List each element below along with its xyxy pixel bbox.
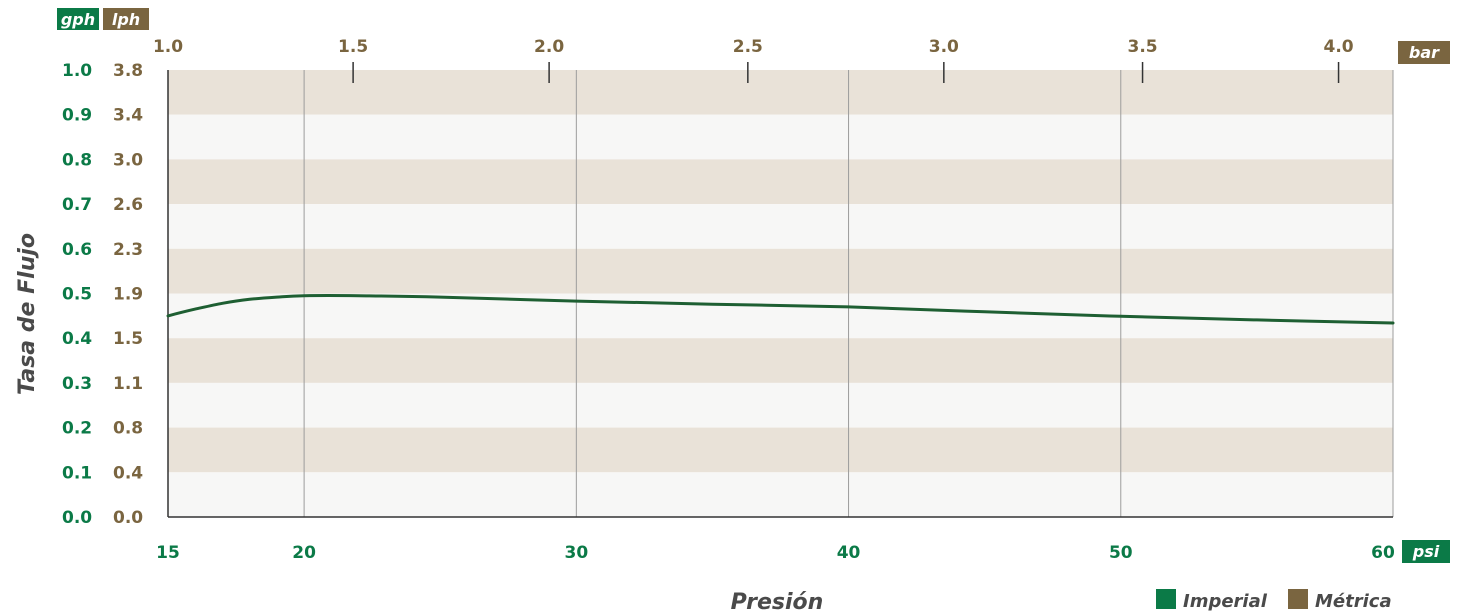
y-axis-gph-label: 0.8	[62, 150, 92, 170]
y-axis-gph-label: 0.1	[62, 463, 92, 483]
y-axis-gph-label: 1.0	[62, 61, 92, 81]
top-axis-tick-label: 4.0	[1323, 37, 1353, 57]
legend-metric-label: Métrica	[1315, 591, 1392, 612]
y-axis-lph-label: 2.6	[113, 195, 143, 215]
bottom-axis-tick-label: 15	[156, 543, 180, 563]
background-band	[168, 427, 1393, 473]
top-axis-ticks	[352, 62, 1340, 83]
y-axis-gph-label: 0.5	[62, 285, 92, 305]
y-axis-gph-label: 0.2	[62, 419, 92, 439]
top-axis-tick-label: 1.0	[153, 37, 183, 57]
y-axis-gph-label: 0.6	[62, 240, 92, 260]
bottom-axis-tick-label: 40	[837, 543, 861, 563]
lph-unit-badge	[103, 8, 149, 30]
y-axis-title: Tasa de Flujo	[15, 233, 40, 395]
y-axis-lph-label: 2.3	[113, 240, 143, 260]
psi-unit-badge	[1402, 540, 1450, 563]
bottom-axis-tick-label: 50	[1109, 543, 1133, 563]
y-axis-lph-label: 3.0	[113, 150, 143, 170]
gph-unit-label: gph	[61, 10, 95, 29]
bottom-axis-tick-label: 60	[1371, 543, 1395, 563]
bottom-axis-tick-label: 20	[292, 543, 316, 563]
flow-rate-line	[166, 294, 1395, 325]
y-axis-labels: 0.0 0.0 0.1 0.4 0.2 0.8 0.3 1.1 0.4 1.5 0.5 1.9 0.6 2…	[62, 61, 143, 528]
top-axis-tick-label: 2.5	[733, 37, 763, 57]
y-axis-lph-label: 3.4	[113, 106, 143, 126]
background-band	[168, 382, 1393, 428]
top-axis-tick-label: 2.0	[534, 37, 564, 57]
y-axis-lph-label: 0.4	[113, 463, 143, 483]
background-band	[168, 248, 1393, 294]
legend-imperial-swatch	[1156, 589, 1176, 609]
background-band	[168, 159, 1393, 205]
bottom-axis-tick-label: 30	[564, 543, 588, 563]
y-axis-lph-label: 1.9	[113, 285, 143, 305]
y-axis-lph-label: 0.0	[113, 508, 143, 528]
y-axis-lph-label: 1.5	[113, 329, 143, 349]
x-axis-title: Presión	[731, 590, 824, 615]
background-band	[168, 204, 1393, 249]
psi-unit-label: psi	[1412, 542, 1440, 561]
background-band	[168, 472, 1393, 517]
top-axis-tick-label: 1.5	[338, 37, 368, 57]
background-band	[168, 70, 1393, 115]
background-band	[168, 114, 1393, 160]
background-band	[168, 338, 1393, 383]
y-axis-gph-label: 0.3	[62, 374, 92, 394]
bar-unit-badge	[1398, 41, 1450, 64]
y-axis-lph-label: 3.8	[113, 61, 143, 81]
bar-unit-label: bar	[1409, 43, 1440, 62]
top-axis-tick-label: 3.0	[929, 37, 959, 57]
legend-metric-swatch	[1288, 589, 1308, 609]
vertical-gridlines	[303, 70, 1394, 517]
background-bands	[168, 70, 1393, 517]
y-axis-gph-label: 0.9	[62, 106, 92, 126]
background-band	[168, 293, 1393, 339]
series-layer	[166, 294, 1395, 325]
gph-unit-badge	[57, 8, 99, 30]
axes	[167, 70, 1393, 518]
legend-imperial-label: Imperial	[1183, 591, 1268, 612]
y-axis-gph-label: 0.0	[62, 508, 92, 528]
bottom-axis-labels: 15 20 30 40 50 60	[156, 543, 1395, 563]
y-axis-lph-label: 1.1	[113, 374, 143, 394]
y-axis-gph-label: 0.4	[62, 329, 92, 349]
top-axis-tick-label: 3.5	[1127, 37, 1157, 57]
top-axis-labels: 1.0 1.5 2.0 2.5 3.0 3.5 4.0	[153, 37, 1354, 57]
lph-unit-label: lph	[112, 10, 140, 29]
y-axis-gph-label: 0.7	[62, 195, 92, 215]
y-axis-lph-label: 0.8	[113, 419, 143, 439]
